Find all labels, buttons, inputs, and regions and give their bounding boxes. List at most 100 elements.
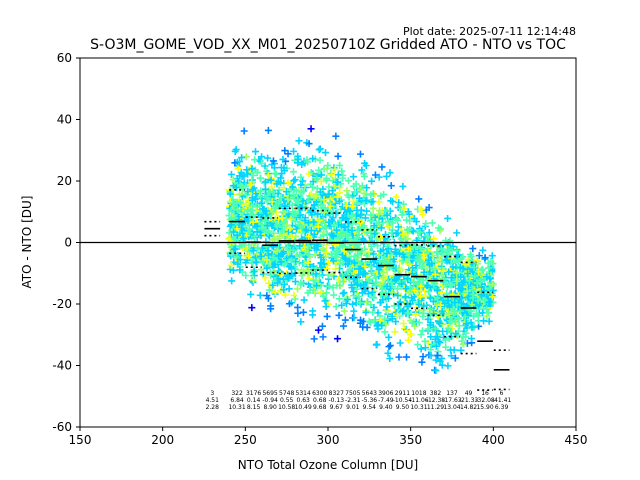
scatter-point <box>411 286 419 294</box>
scatter-point <box>252 258 260 266</box>
bin-mean-label: -12.38 <box>426 397 446 404</box>
bin-count-label: 8327 <box>329 390 344 397</box>
scatter-point <box>383 303 391 311</box>
scatter-point <box>469 294 477 302</box>
scatter-point <box>435 224 443 232</box>
scatter-point <box>361 262 369 270</box>
scatter-point <box>256 291 264 299</box>
scatter-point <box>365 317 373 325</box>
scatter-point <box>399 230 407 238</box>
scatter-point <box>278 250 286 258</box>
scatter-point <box>354 240 362 248</box>
scatter-point <box>263 256 271 264</box>
scatter-point <box>471 273 479 281</box>
bin-mean-label: -11.06 <box>409 397 429 404</box>
scatter-point <box>457 294 465 302</box>
scatter-point <box>362 308 370 316</box>
scatter-point <box>249 218 257 226</box>
scatter-point <box>328 171 336 179</box>
scatter-point <box>354 293 362 301</box>
scatter-point <box>331 253 339 261</box>
scatter-point <box>250 276 258 284</box>
scatter-point <box>366 275 374 283</box>
scatter-point <box>456 264 464 271</box>
scatter-point <box>459 300 467 308</box>
scatter-point <box>309 276 317 284</box>
scatter-point <box>275 186 283 194</box>
scatter-point <box>379 296 387 304</box>
scatter-point <box>287 263 295 271</box>
scatter-point <box>489 286 497 294</box>
scatter-point <box>409 296 417 304</box>
scatter-point <box>407 330 415 338</box>
scatter-point <box>367 191 375 199</box>
scatter-point <box>383 211 391 219</box>
scatter-point <box>332 132 340 140</box>
scatter-point <box>244 187 252 195</box>
scatter-point <box>292 210 300 218</box>
scatter-point <box>251 253 259 261</box>
scatter-point <box>267 305 275 313</box>
scatter-point <box>320 196 328 204</box>
scatter-point <box>361 214 369 222</box>
scatter-point <box>410 285 418 293</box>
scatter-point <box>275 246 283 254</box>
scatter-point <box>268 183 276 191</box>
bin-count-label: 322 <box>231 390 243 397</box>
scatter-point <box>248 194 256 202</box>
scatter-point <box>474 268 482 276</box>
scatter-point <box>383 249 391 257</box>
scatter-point <box>454 251 462 259</box>
scatter-point <box>346 265 354 273</box>
scatter-point <box>383 172 391 180</box>
scatter-point <box>364 290 372 298</box>
scatter-point <box>334 247 342 255</box>
scatter-point <box>350 275 358 283</box>
scatter-point <box>319 245 327 253</box>
scatter-point <box>278 169 286 177</box>
scatter-point <box>472 310 480 318</box>
scatter-point <box>470 264 478 272</box>
scatter-point <box>481 296 489 304</box>
scatter-point <box>483 312 491 320</box>
y-tick-label: -20 <box>52 297 72 311</box>
scatter-point <box>371 213 379 221</box>
scatter-point <box>297 173 305 181</box>
scatter-point <box>339 270 347 278</box>
scatter-point <box>249 247 257 255</box>
scatter-point <box>397 235 405 243</box>
scatter-point <box>334 335 342 343</box>
scatter-point <box>345 257 353 265</box>
x-tick-label: 200 <box>151 433 174 447</box>
bin-count-label: 5695 <box>262 390 277 397</box>
scatter-point <box>301 214 309 222</box>
scatter-point <box>427 352 435 360</box>
scatter-point <box>310 244 318 252</box>
scatter-point <box>433 333 441 341</box>
scatter-point <box>235 158 243 166</box>
scatter-point <box>251 148 259 156</box>
bin-mean-label: 6.84 <box>230 397 244 404</box>
scatter-point <box>385 240 393 248</box>
scatter-point <box>312 192 320 200</box>
scatter-point <box>370 303 378 311</box>
scatter-point <box>236 266 244 274</box>
scatter-point <box>367 211 375 219</box>
scatter-point <box>462 329 470 337</box>
scatter-point <box>284 179 292 187</box>
scatter-point <box>298 188 306 196</box>
scatter-point <box>357 211 365 219</box>
scatter-point <box>394 292 402 300</box>
scatter-point <box>386 169 394 177</box>
scatter-point <box>339 290 347 298</box>
scatter-point <box>485 298 493 306</box>
scatter-point <box>415 195 423 203</box>
scatter-point <box>418 262 426 270</box>
x-tick-label: 300 <box>317 433 340 447</box>
scatter-point <box>323 312 331 320</box>
bin-count-label: 3176 <box>246 390 261 397</box>
scatter-point <box>444 297 452 305</box>
scatter-point <box>305 219 313 227</box>
scatter-point <box>292 232 300 240</box>
scatter-point <box>415 319 423 327</box>
